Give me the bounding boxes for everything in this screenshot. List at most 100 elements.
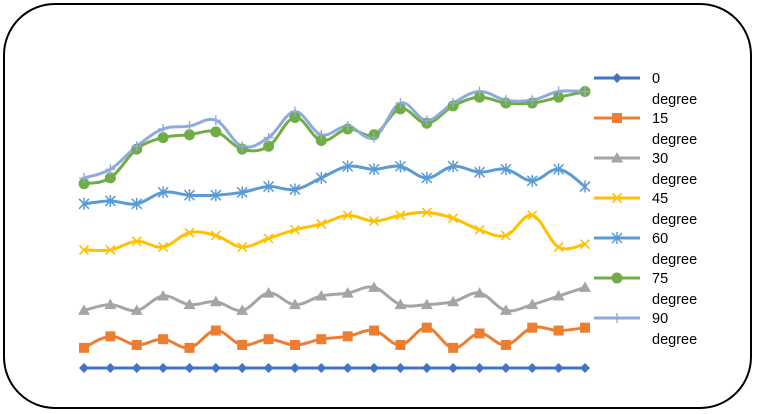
- legend-item-15-degree: 15 degree: [594, 111, 697, 148]
- data-point-60-degree-9: [289, 183, 301, 196]
- data-point-15-degree-19: [553, 325, 564, 336]
- data-point-15-degree-20: [580, 322, 590, 333]
- data-point-15-degree-4: [158, 334, 169, 345]
- data-point-15-degree-6: [210, 325, 221, 336]
- data-point-30-degree-14: [420, 298, 433, 310]
- series-points-60-degree: [78, 160, 591, 210]
- data-point-75-degree-13: [394, 103, 406, 115]
- legend-marker-75-degree: [611, 272, 623, 284]
- data-point-15-degree-9: [289, 339, 300, 350]
- data-point-45-degree-8: [263, 233, 274, 244]
- data-point-90-degree-13: [395, 98, 406, 109]
- data-point-45-degree-2: [105, 244, 116, 255]
- data-point-15-degree-2: [105, 331, 116, 342]
- data-point-60-degree-8: [263, 180, 275, 193]
- data-point-45-degree-14: [421, 207, 432, 218]
- data-point-45-degree-17: [500, 230, 511, 241]
- data-point-30-degree-11: [341, 287, 354, 298]
- legend-marker-60-degree: [611, 232, 623, 244]
- data-point-45-degree-12: [368, 216, 380, 227]
- data-point-45-degree-3: [131, 236, 142, 247]
- data-point-0-degree-4: [158, 363, 169, 373]
- data-point-60-degree-5: [183, 189, 196, 202]
- data-point-15-degree-17: [500, 339, 511, 350]
- data-point-30-degree-9: [288, 298, 301, 310]
- data-point-90-degree-16: [474, 86, 485, 97]
- data-point-60-degree-14: [421, 171, 433, 184]
- data-point-75-degree-10: [315, 134, 327, 146]
- data-point-30-degree-19: [552, 290, 565, 301]
- data-point-30-degree-3: [130, 304, 143, 315]
- data-point-60-degree-13: [394, 160, 406, 173]
- data-point-30-degree-16: [473, 287, 486, 298]
- data-point-90-degree-2: [105, 164, 116, 175]
- data-point-0-degree-15: [448, 363, 459, 373]
- data-point-90-degree-20: [580, 86, 590, 97]
- data-point-90-degree-10: [316, 129, 327, 140]
- data-point-0-degree-19: [553, 363, 564, 373]
- data-point-60-degree-17: [500, 163, 512, 176]
- data-point-30-degree-7: [236, 304, 249, 315]
- data-point-30-degree-1: [78, 304, 90, 315]
- data-point-0-degree-16: [474, 363, 485, 373]
- data-point-15-degree-8: [263, 334, 274, 345]
- data-point-60-degree-19: [553, 163, 565, 176]
- data-point-30-degree-2: [104, 298, 117, 310]
- data-point-45-degree-11: [342, 210, 353, 221]
- data-point-45-degree-10: [316, 218, 327, 230]
- data-point-45-degree-19: [553, 241, 564, 253]
- legend-item-75-degree: 75 degree: [594, 271, 697, 308]
- data-point-75-degree-5: [183, 129, 195, 141]
- series-points-15-degree: [79, 322, 590, 353]
- data-point-60-degree-15: [447, 160, 459, 173]
- plot-lines: [82, 89, 587, 370]
- data-point-45-degree-1: [78, 244, 90, 255]
- data-point-15-degree-11: [342, 331, 353, 342]
- data-point-0-degree-10: [316, 363, 327, 373]
- data-point-60-degree-7: [236, 186, 248, 199]
- data-point-0-degree-20: [580, 363, 590, 373]
- legend-label-30-degree: 30: [652, 151, 668, 167]
- data-point-0-degree-12: [369, 363, 380, 373]
- data-point-0-degree-5: [184, 363, 195, 373]
- legend-label-90-degree-line2: degree: [652, 332, 697, 348]
- data-point-0-degree-13: [395, 363, 406, 373]
- data-point-60-degree-12: [368, 163, 380, 176]
- legend-label-0-degree: 0: [652, 71, 660, 87]
- data-point-30-degree-12: [368, 281, 381, 292]
- data-point-75-degree-8: [263, 140, 275, 152]
- data-point-90-degree-6: [210, 115, 221, 126]
- legend-item-60-degree: 60 degree: [594, 231, 697, 268]
- data-point-60-degree-10: [315, 171, 327, 184]
- series-points-0-degree: [79, 363, 590, 373]
- data-point-90-degree-19: [553, 86, 564, 97]
- data-point-75-degree-4: [157, 132, 169, 144]
- legend-marker-45-degree: [611, 192, 623, 204]
- data-point-90-degree-14: [421, 115, 432, 126]
- data-point-90-degree-5: [184, 121, 195, 132]
- data-point-30-degree-18: [526, 298, 539, 310]
- data-point-0-degree-3: [131, 363, 142, 373]
- series-points-30-degree: [78, 281, 591, 315]
- data-point-0-degree-14: [421, 363, 432, 373]
- data-point-15-degree-12: [369, 325, 380, 336]
- data-point-0-degree-2: [105, 363, 116, 373]
- data-point-75-degree-1: [78, 178, 90, 190]
- data-point-15-degree-5: [184, 342, 195, 353]
- data-point-0-degree-18: [527, 363, 538, 373]
- legend-label-45-degree-line2: degree: [652, 212, 697, 228]
- series-points-45-degree: [78, 207, 591, 255]
- legend-label-90-degree: 90: [652, 311, 668, 327]
- data-point-60-degree-1: [78, 197, 90, 210]
- data-point-90-degree-15: [448, 98, 459, 109]
- data-point-60-degree-6: [210, 189, 222, 202]
- data-point-45-degree-6: [210, 230, 221, 241]
- data-point-0-degree-7: [237, 363, 248, 373]
- data-point-75-degree-16: [474, 91, 486, 103]
- data-point-90-degree-17: [500, 95, 511, 106]
- data-point-90-degree-3: [131, 141, 142, 152]
- data-point-15-degree-7: [237, 339, 248, 350]
- series-line-60-degree: [82, 164, 587, 206]
- legend-marker-0-degree: [612, 73, 622, 83]
